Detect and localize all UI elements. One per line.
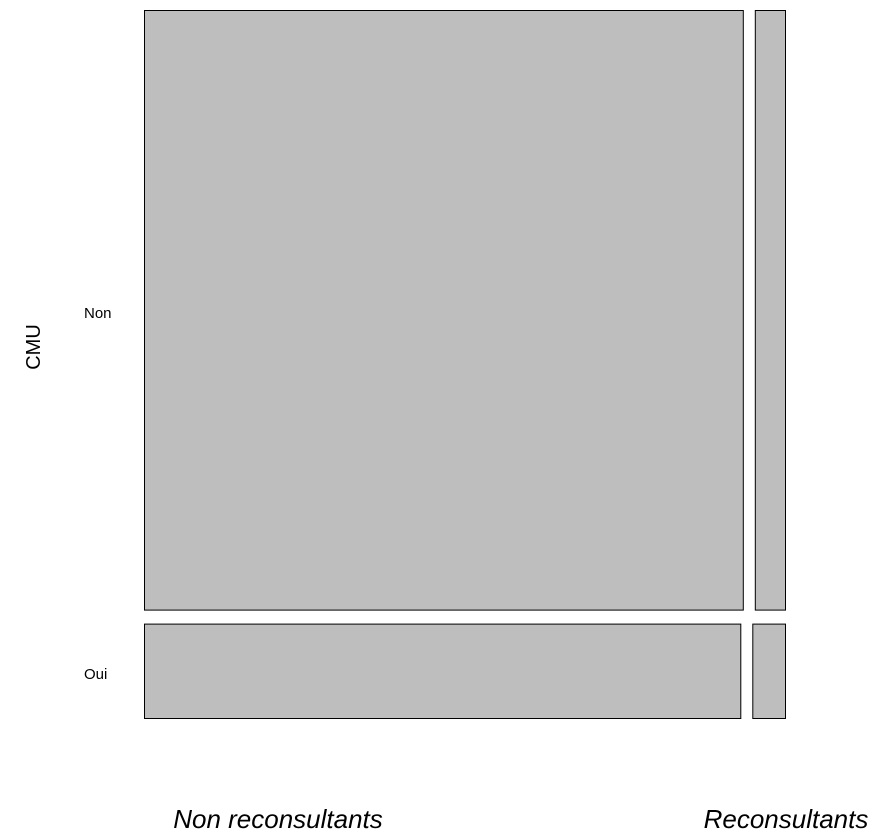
mosaic-tile-oui-reconsultants xyxy=(752,623,786,719)
row-label-oui: Oui xyxy=(84,666,107,683)
mosaic-tiles xyxy=(144,10,786,719)
mosaic-tile-oui-non-reconsultants xyxy=(144,623,742,719)
mosaic-tile-non-non-reconsultants xyxy=(144,10,744,611)
column-label-reconsultants: Reconsultants xyxy=(704,804,869,834)
mosaic-tile-non-reconsultants xyxy=(754,10,786,611)
column-label-non-reconsultants: Non reconsultants xyxy=(173,804,383,834)
y-axis-label: CMU xyxy=(23,324,45,370)
row-label-non: Non xyxy=(84,305,112,322)
